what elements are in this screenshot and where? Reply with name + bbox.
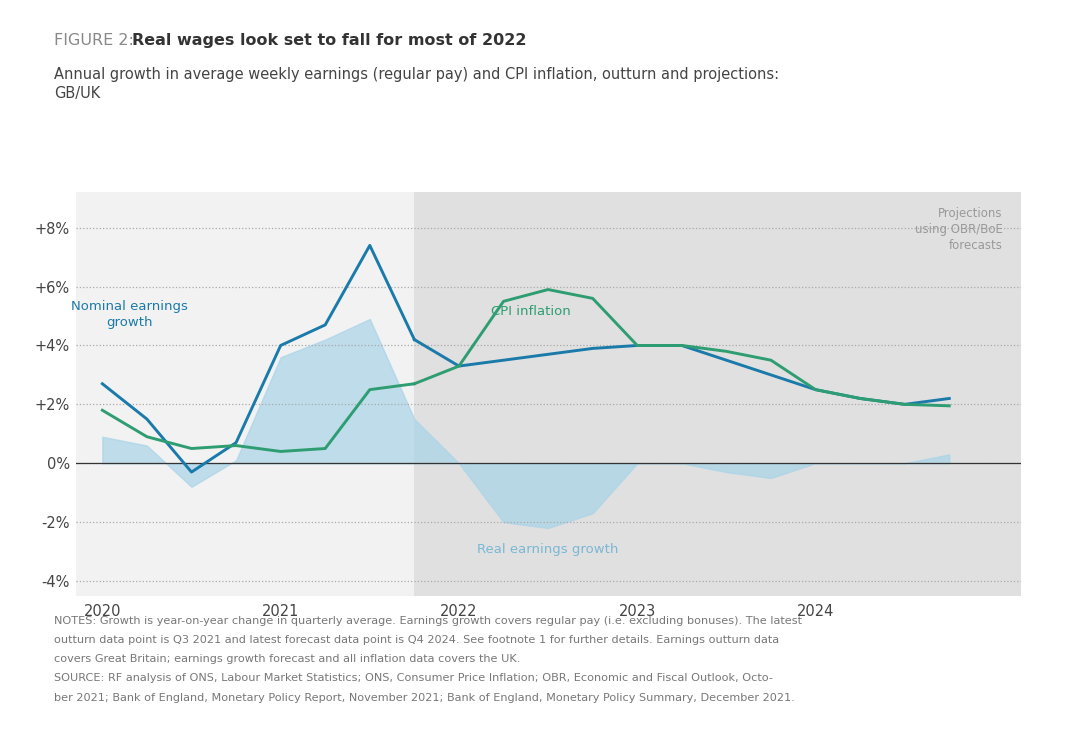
Text: SOURCE: RF analysis of ONS, Labour Market Statistics; ONS, Consumer Price Inflat: SOURCE: RF analysis of ONS, Labour Marke… — [54, 673, 773, 684]
Text: Real earnings growth: Real earnings growth — [476, 542, 618, 556]
Bar — [415, 192, 1021, 596]
Text: CPI inflation: CPI inflation — [491, 305, 571, 317]
Text: Projections
using OBR/BoE
forecasts: Projections using OBR/BoE forecasts — [915, 207, 1002, 252]
Text: covers Great Britain; earnings growth forecast and all inflation data covers the: covers Great Britain; earnings growth fo… — [54, 654, 521, 665]
Text: Annual growth in average weekly earnings (regular pay) and CPI inflation, outtur: Annual growth in average weekly earnings… — [54, 67, 779, 101]
Text: FIGURE 2:: FIGURE 2: — [54, 33, 139, 48]
Text: NOTES: Growth is year-on-year change in quarterly average. Earnings growth cover: NOTES: Growth is year-on-year change in … — [54, 616, 802, 626]
Text: Nominal earnings
growth: Nominal earnings growth — [70, 300, 188, 329]
Text: outturn data point is Q3 2021 and latest forecast data point is Q4 2024. See foo: outturn data point is Q3 2021 and latest… — [54, 635, 779, 645]
Text: ber 2021; Bank of England, Monetary Policy Report, November 2021; Bank of Englan: ber 2021; Bank of England, Monetary Poli… — [54, 693, 795, 703]
Text: Real wages look set to fall for most of 2022: Real wages look set to fall for most of … — [132, 33, 526, 48]
